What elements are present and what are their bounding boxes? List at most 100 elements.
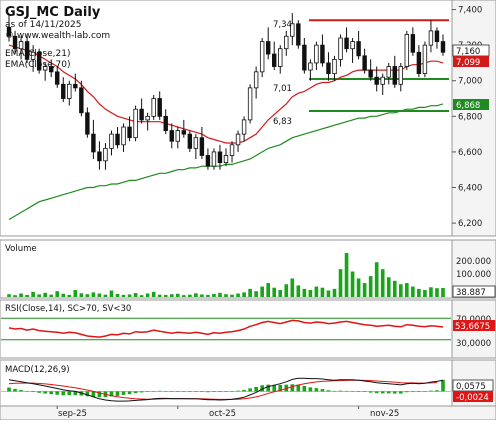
macd-hist-bar — [272, 384, 277, 392]
candle-body — [48, 66, 54, 73]
volume-bar — [230, 294, 234, 297]
candle-body — [296, 23, 301, 46]
price-tick-label: 6,200 — [458, 219, 482, 229]
macd-hist-bar — [392, 391, 397, 394]
macd-hist-bar — [67, 391, 72, 396]
candle-body — [440, 41, 446, 53]
macd-hist-bar — [109, 391, 114, 397]
candle-body — [205, 155, 211, 167]
candle-body — [169, 130, 174, 142]
volume-bar — [109, 290, 114, 297]
macd-hist-bar — [37, 391, 41, 393]
x-label-nov: nov-25 — [370, 409, 399, 419]
volume-bar — [43, 292, 47, 297]
macd-hist-bar — [55, 391, 60, 395]
volume-bar — [423, 290, 427, 297]
candle-body — [320, 44, 325, 64]
macd-hist-bar — [230, 391, 234, 392]
volume-tick-200k: 200.000 — [456, 257, 491, 267]
volume-bar — [332, 288, 337, 297]
candle-body — [332, 58, 337, 75]
volume-bar — [157, 294, 162, 297]
candle-body — [368, 69, 373, 78]
volume-bar — [386, 277, 391, 297]
macd-hist-bar — [248, 388, 252, 392]
macd-hist-bar — [145, 391, 150, 392]
volume-bar — [441, 287, 445, 297]
volume-bar — [405, 283, 409, 297]
macd-hist-bar — [200, 391, 204, 392]
asof-date: as of 14/11/2025 — [5, 20, 81, 30]
volume-bar — [254, 291, 258, 297]
macd-hist-bar — [218, 391, 222, 393]
volume-bar — [37, 294, 41, 297]
macd-hist-bar — [266, 384, 270, 392]
volume-bar — [380, 269, 385, 297]
macd-layer — [1, 377, 451, 402]
candle-body — [434, 30, 440, 42]
candle-body — [67, 83, 72, 99]
candle-body — [103, 147, 108, 162]
candle-body — [55, 71, 60, 85]
price-tick-label: 7,400 — [458, 6, 482, 16]
price-pane — [0, 0, 453, 237]
candle-body — [79, 87, 84, 114]
macd-hist-bar — [356, 391, 361, 392]
candle-body — [392, 66, 397, 85]
price-tick-label: 6,400 — [458, 184, 482, 194]
candle-body — [18, 41, 24, 50]
rsi-tick-30: 30,0000 — [456, 339, 491, 349]
macd-hist-bar — [344, 390, 349, 392]
ema70-legend: EMA(Close,70) — [5, 60, 70, 70]
x-label-sep: sep-25 — [58, 409, 87, 419]
macd-hist-bar — [151, 391, 156, 392]
price-layer — [6, 13, 449, 221]
price-tick-label: 6,600 — [458, 148, 482, 158]
macd-hist-bar — [73, 391, 78, 396]
candle-body — [326, 62, 331, 75]
macd-hist-bar — [362, 391, 367, 393]
candle-body — [187, 133, 193, 149]
volume-bar — [103, 294, 108, 297]
ema21-tag — [453, 56, 489, 67]
support-upper-label: 7,01 — [273, 84, 292, 94]
macd-hist-bar — [435, 390, 439, 392]
candle-body — [61, 83, 66, 99]
volume-title: Volume — [5, 244, 37, 254]
macd-hist-bar — [31, 391, 35, 393]
candle-body — [410, 34, 416, 53]
macd-hist-bar — [49, 391, 54, 395]
candle-body — [175, 130, 180, 142]
candle-body — [6, 26, 12, 37]
candle-body — [91, 133, 96, 153]
macd-hist-bar — [386, 391, 391, 394]
volume-bar — [236, 293, 240, 297]
macd-hist-bar — [157, 390, 162, 392]
candle-body — [24, 41, 30, 60]
candle-body — [193, 137, 199, 149]
macd-hist-bar — [133, 391, 138, 393]
volume-bar — [212, 293, 216, 297]
macd-hist-bar — [350, 391, 355, 392]
candle-body — [85, 112, 90, 135]
macd-hist-bar — [224, 391, 228, 392]
volume-bar — [73, 290, 78, 297]
candle-body — [284, 35, 289, 50]
volume-bar — [368, 276, 373, 297]
candle-body — [42, 66, 48, 71]
volume-bar — [182, 295, 186, 297]
macd-hist-bar — [278, 384, 283, 392]
candle-body — [259, 41, 265, 73]
candle-body — [157, 98, 162, 117]
volume-bar — [163, 294, 168, 297]
volume-bar — [411, 286, 415, 297]
rsi-title: RSI(Close,14), SC>70, SV<30 — [5, 304, 131, 314]
candle-body — [350, 41, 355, 50]
candle-body — [199, 137, 205, 156]
macd-hist-bar — [7, 387, 11, 392]
volume-bar — [91, 292, 96, 297]
macd-hist-bar — [25, 391, 29, 392]
volume-bar — [284, 284, 289, 297]
macd-hist-bar — [398, 391, 403, 394]
